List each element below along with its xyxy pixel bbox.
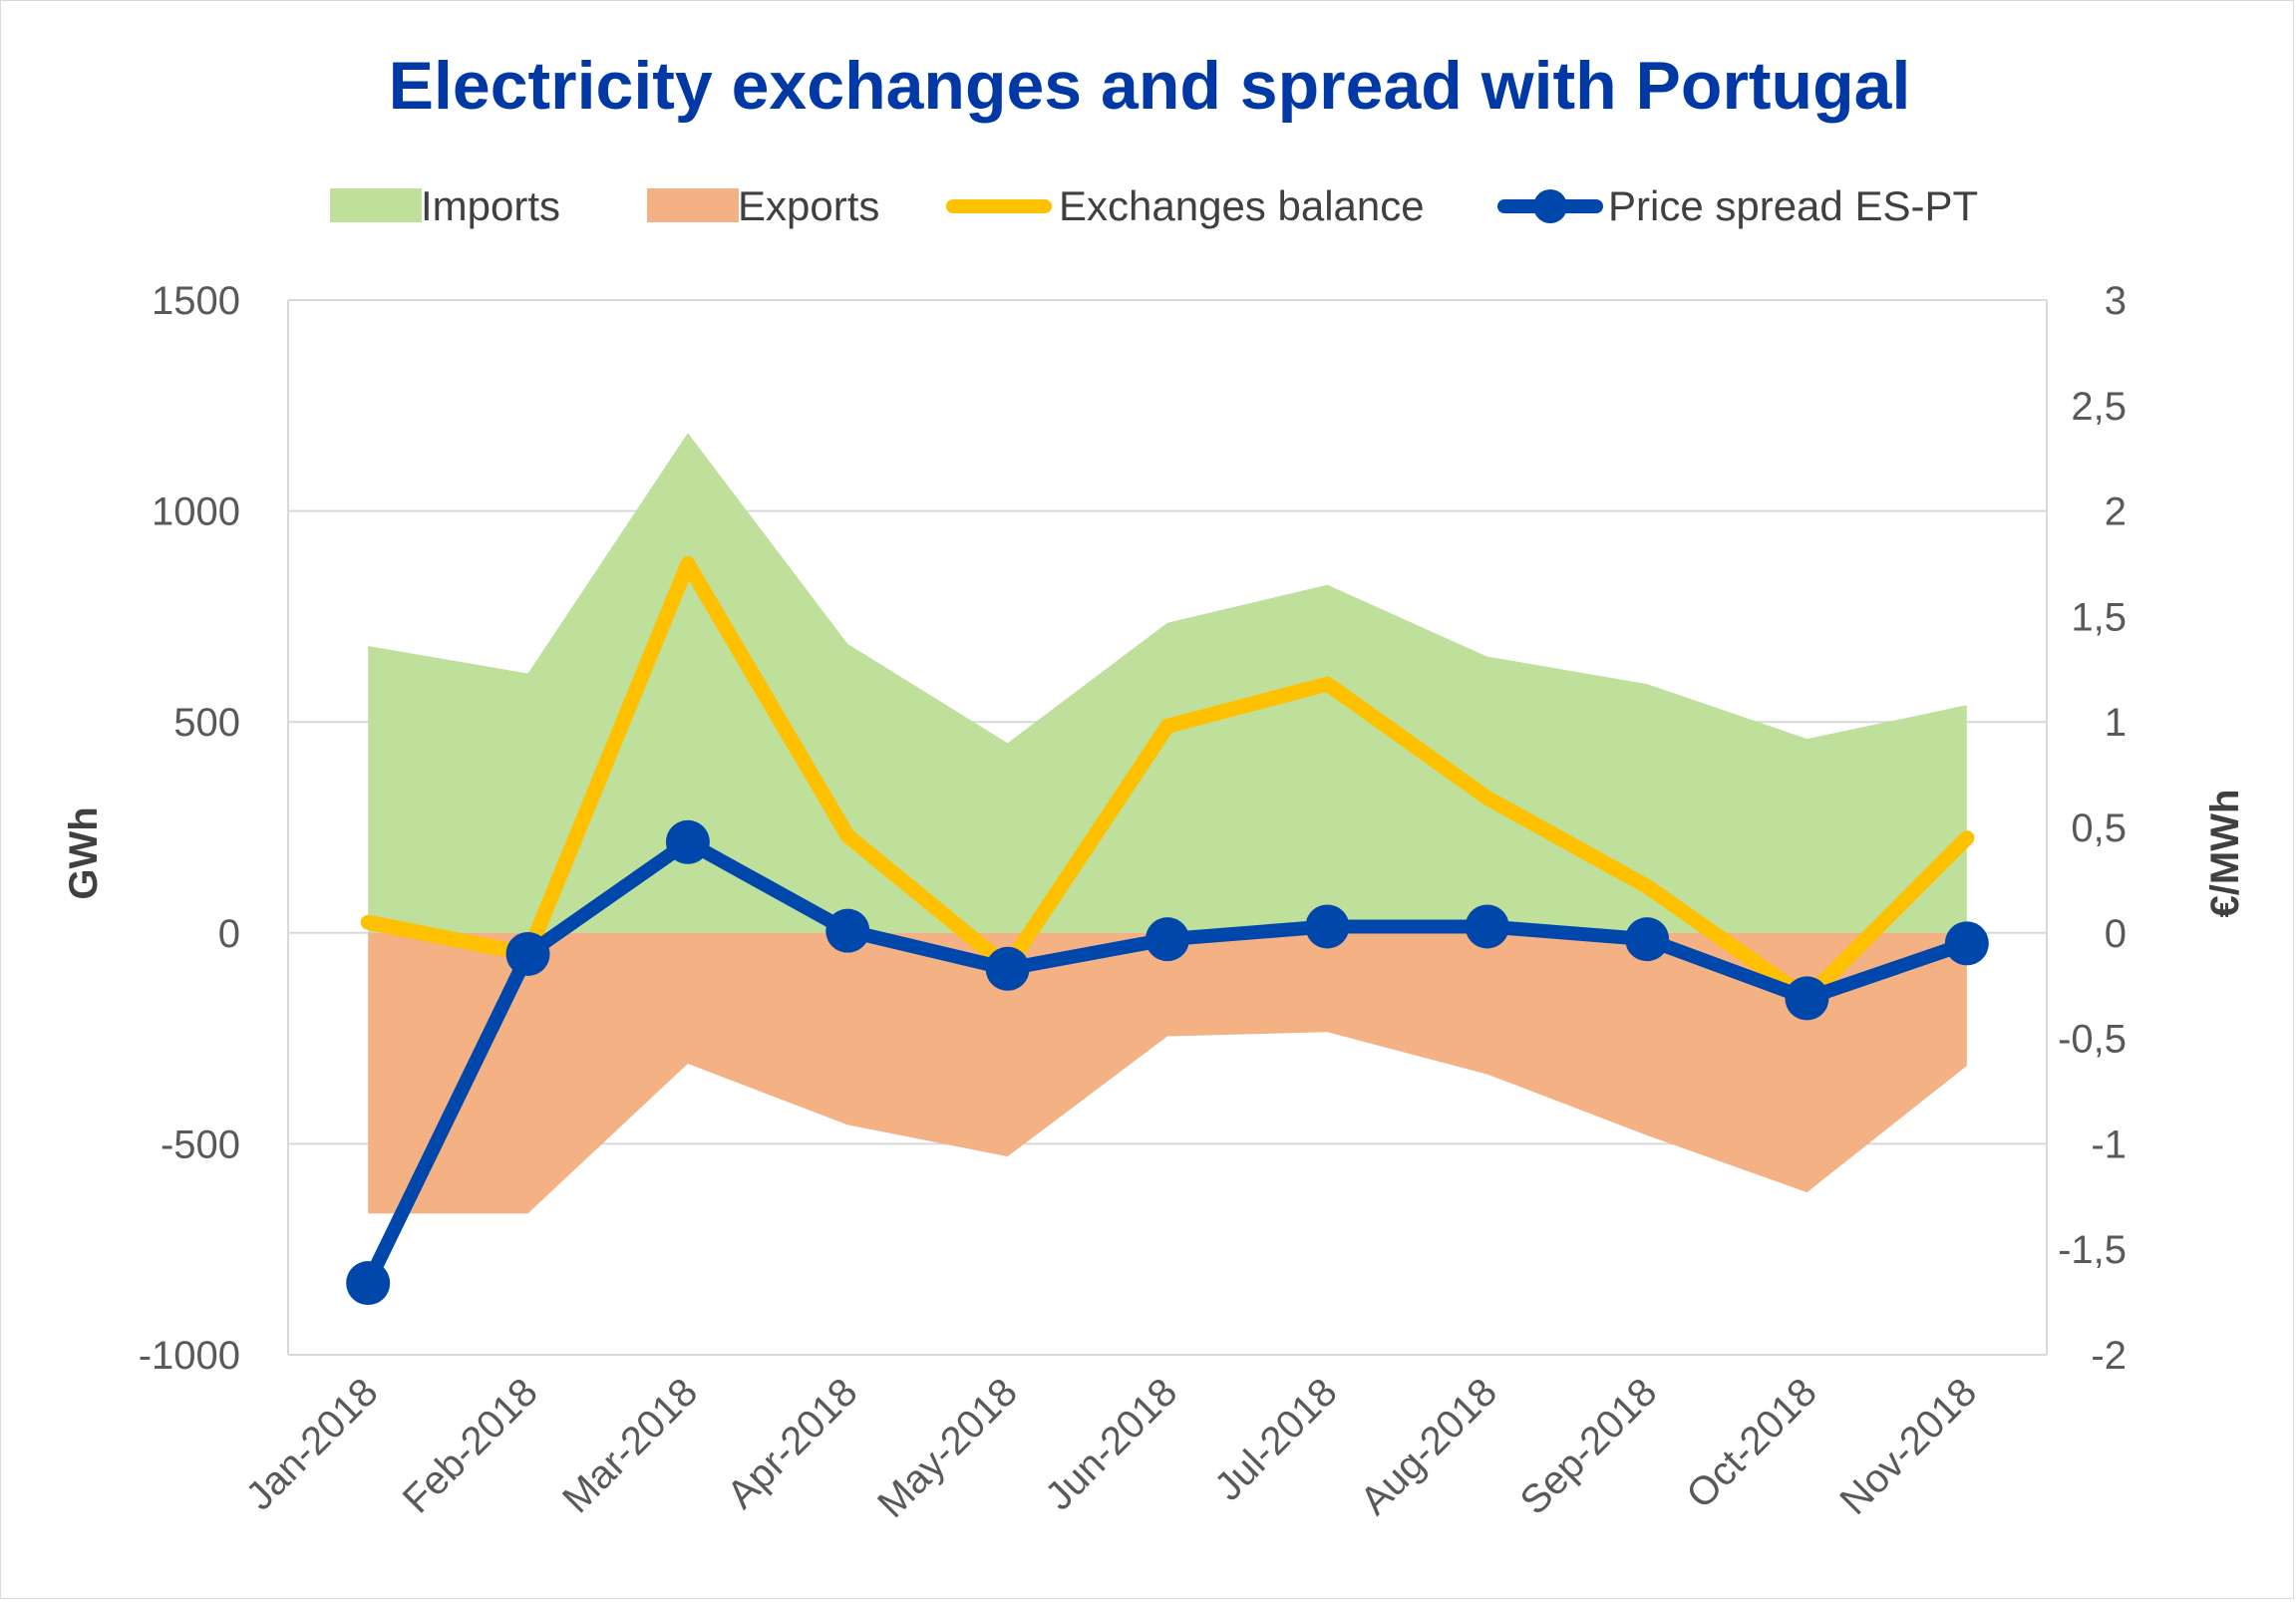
right-tick-label: 3 xyxy=(2105,279,2127,323)
legend-label-price-spread: Price spread ES-PT xyxy=(1608,182,1978,229)
price-spread-point[interactable] xyxy=(665,819,710,864)
line-exchanges-balance xyxy=(360,556,1975,1006)
price-spread-markers xyxy=(346,819,1989,1306)
area-imports xyxy=(368,433,1967,933)
legend: Imports Exports Exchanges balance Price … xyxy=(330,182,1978,229)
x-tick-label: Oct-2018 xyxy=(1678,1370,1824,1516)
price-spread-point[interactable] xyxy=(505,931,550,976)
x-tick-label: Feb-2018 xyxy=(395,1370,546,1521)
left-tick-label: -500 xyxy=(161,1122,240,1166)
area-series xyxy=(368,433,1967,1214)
price-spread-point[interactable] xyxy=(1625,917,1670,962)
right-tick-label: 1 xyxy=(2105,701,2127,745)
legend-swatch-price-spread-marker xyxy=(1533,189,1567,223)
left-axis-title: GWh xyxy=(62,806,106,899)
price-spread-point[interactable] xyxy=(346,1261,391,1306)
right-tick-label: 0 xyxy=(2105,912,2127,956)
right-tick-label: 1,5 xyxy=(2071,595,2127,639)
x-tick-label: Jan-2018 xyxy=(237,1370,386,1518)
x-tick-label: Jul-2018 xyxy=(1206,1370,1346,1509)
legend-label-exports: Exports xyxy=(738,182,879,229)
right-tick-label: -0,5 xyxy=(2058,1018,2127,1062)
right-tick-label: -1,5 xyxy=(2058,1228,2127,1272)
legend-item-exchanges-balance[interactable]: Exchanges balance xyxy=(946,182,1425,229)
left-tick-label: 1000 xyxy=(152,490,240,534)
right-tick-label: 2,5 xyxy=(2071,385,2127,429)
price-spread-point[interactable] xyxy=(1465,904,1509,949)
legend-label-imports: Imports xyxy=(421,182,560,229)
legend-item-price-spread[interactable]: Price spread ES-PT xyxy=(1497,182,1978,229)
x-tick-label: Jun-2018 xyxy=(1037,1370,1185,1518)
right-tick-label: -1 xyxy=(2091,1122,2127,1166)
left-tick-label: 1500 xyxy=(152,279,240,323)
right-axis-ticks: 3 2,5 2 1,5 1 0,5 0 -0,5 -1 -1,5 -2 xyxy=(2058,279,2127,1378)
left-axis-ticks: 1500 1000 500 0 -500 -1000 xyxy=(139,279,240,1378)
x-tick-label: Nov-2018 xyxy=(1831,1370,1985,1523)
price-spread-point[interactable] xyxy=(1146,917,1189,962)
left-tick-label: 0 xyxy=(218,912,240,956)
left-tick-label: 500 xyxy=(173,701,240,745)
legend-item-exports[interactable]: Exports xyxy=(647,182,879,229)
x-tick-label: Sep-2018 xyxy=(1512,1370,1666,1523)
x-tick-label: Apr-2018 xyxy=(719,1370,865,1516)
right-axis-title: €/MWh xyxy=(2203,790,2247,918)
x-axis-ticks: Jan-2018 Feb-2018 Mar-2018 Apr-2018 May-2018… xyxy=(237,1370,1985,1526)
price-spread-point[interactable] xyxy=(825,908,870,953)
right-tick-label: 2 xyxy=(2105,490,2127,534)
legend-swatch-imports xyxy=(330,188,422,222)
x-tick-label: Aug-2018 xyxy=(1352,1370,1505,1523)
price-spread-point[interactable] xyxy=(1944,921,1989,966)
x-tick-label: May-2018 xyxy=(869,1370,1026,1526)
legend-swatch-exports xyxy=(647,188,739,222)
x-tick-label: Mar-2018 xyxy=(554,1370,706,1521)
plot-border xyxy=(287,300,2048,1355)
legend-label-exchanges-balance: Exchanges balance xyxy=(1059,182,1425,229)
legend-item-imports[interactable]: Imports xyxy=(330,182,560,229)
chart-title: Electricity exchanges and spread with Po… xyxy=(389,48,1911,124)
right-tick-label: -2 xyxy=(2091,1334,2127,1378)
price-spread-point[interactable] xyxy=(1305,904,1350,949)
price-spread-point[interactable] xyxy=(985,946,1030,991)
right-tick-label: 0,5 xyxy=(2071,806,2127,850)
left-tick-label: -1000 xyxy=(139,1334,240,1378)
price-spread-point[interactable] xyxy=(1785,976,1829,1021)
area-exports xyxy=(368,932,1967,1214)
